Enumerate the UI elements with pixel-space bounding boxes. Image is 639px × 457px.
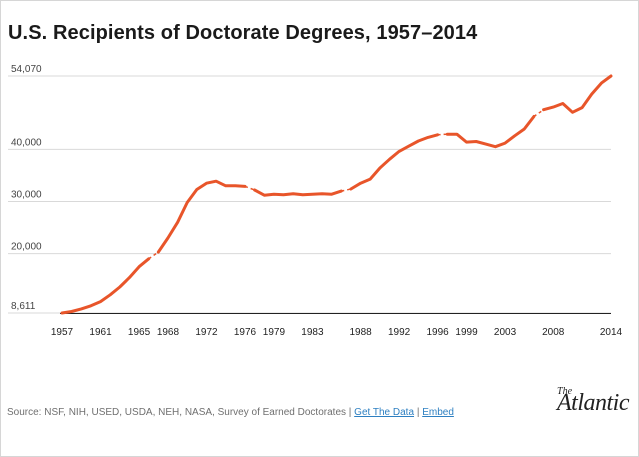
embed-link[interactable]: Embed bbox=[422, 407, 454, 418]
series-line-gap-segment bbox=[244, 185, 255, 191]
y-tick-label: 8,611 bbox=[11, 301, 36, 312]
x-tick-label: 1983 bbox=[301, 327, 324, 338]
source-footer: Source: NSF, NIH, USED, USDA, NEH, NASA,… bbox=[7, 407, 454, 418]
x-tick-label: 1999 bbox=[455, 327, 478, 338]
atlantic-logo: The Atlantic bbox=[557, 386, 629, 417]
x-tick-label: 1979 bbox=[263, 327, 286, 338]
y-tick-label: 40,000 bbox=[11, 137, 42, 148]
series-line-gap-segment bbox=[148, 251, 159, 260]
y-tick-label: 20,000 bbox=[11, 242, 42, 253]
x-tick-label: 1965 bbox=[128, 327, 151, 338]
x-tick-label: 1961 bbox=[89, 327, 112, 338]
logo-the: The bbox=[557, 386, 573, 397]
x-tick-label: 2014 bbox=[600, 327, 623, 338]
source-text: Source: NSF, NIH, USED, USDA, NEH, NASA,… bbox=[7, 407, 352, 418]
x-tick-label: 1972 bbox=[195, 327, 218, 338]
logo-name: Atlantic bbox=[557, 390, 629, 416]
x-tick-label: 1968 bbox=[157, 327, 180, 338]
footer-separator: | bbox=[416, 407, 420, 418]
series-line-segment bbox=[445, 115, 536, 149]
series-line-segment bbox=[542, 74, 613, 114]
x-tick-label: 1976 bbox=[234, 327, 257, 338]
x-tick-label: 1992 bbox=[388, 327, 411, 338]
x-tick-label: 2008 bbox=[542, 327, 565, 338]
get-the-data-link[interactable]: Get The Data bbox=[354, 407, 415, 418]
x-tick-label: 2003 bbox=[494, 327, 517, 338]
series-line-segment bbox=[253, 188, 343, 197]
series-line-gap-segment bbox=[533, 109, 545, 118]
series-line-segment bbox=[156, 179, 247, 254]
x-tick-label: 1957 bbox=[51, 327, 74, 338]
y-tick-label: 30,000 bbox=[11, 189, 42, 200]
series-line-segment bbox=[349, 133, 440, 191]
y-tick-label: 54,070 bbox=[11, 64, 42, 75]
series-line-segment bbox=[60, 257, 151, 315]
series-line-gap-segment bbox=[341, 188, 352, 192]
x-tick-label: 1996 bbox=[427, 327, 450, 338]
series-line-gap-segment bbox=[437, 133, 448, 136]
chart-title: U.S. Recipients of Doctorate Degrees, 19… bbox=[8, 22, 478, 44]
x-tick-label: 1988 bbox=[349, 327, 372, 338]
